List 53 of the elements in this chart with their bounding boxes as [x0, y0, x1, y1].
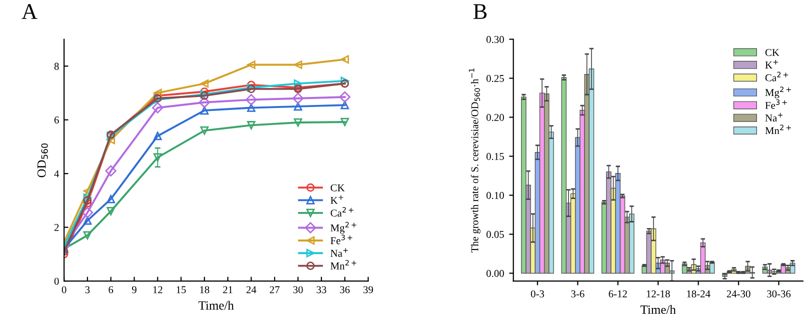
y-tick-label: 0 [54, 278, 59, 285]
y-tick-label: 0.20 [486, 114, 504, 122]
x-tick-label: 18-24 [687, 290, 710, 298]
y-tick-label: 6 [54, 116, 59, 124]
x-axis-title: Time/h [640, 305, 676, 314]
x-tick-label: 3 [85, 286, 90, 294]
chart-title: B [473, 4, 487, 19]
y-tick-label: 0.30 [486, 36, 504, 44]
x-tick-label: 24-30 [726, 290, 750, 298]
x-tick-label: 6 [108, 286, 114, 294]
legend-label: Mn$^{2+}$ [330, 260, 356, 270]
x-tick-label: 30 [293, 286, 303, 294]
legend-label: Ca$^{2+}$ [330, 207, 354, 217]
x-tick-label: 18 [200, 286, 210, 294]
x-tick-label: 0-3 [530, 290, 544, 298]
x-axis-title: Time/h [198, 300, 234, 310]
x-tick-label: 30-36 [767, 290, 791, 298]
y-axis-title: OD$_{560}$ [37, 143, 48, 178]
legend-label: CK [330, 184, 345, 192]
x-tick-label: 0 [62, 286, 66, 294]
x-tick-label: 33 [316, 286, 326, 294]
legend-label: K$^{+}$ [330, 195, 344, 204]
legend-label: K$^{+}$ [765, 60, 778, 68]
legend-label: Mn$^{2+}$ [765, 124, 791, 134]
y-axis-title: The growth rate of S. cerevisiae/OD$_{560}$·h$^{−1}$ [468, 68, 480, 253]
legend-label: CK [765, 49, 780, 56]
y-tick-label: 0.15 [486, 152, 504, 160]
x-tick-label: 24 [246, 286, 256, 294]
chart-title: A [22, 4, 38, 19]
x-tick-label: 6-12 [608, 290, 627, 298]
x-tick-label: 3-6 [571, 290, 584, 298]
y-tick-label: 0.25 [486, 74, 504, 82]
x-tick-label: 27 [270, 286, 280, 294]
y-tick-label: 2 [54, 224, 59, 231]
y-tick-label: 4 [54, 170, 60, 178]
x-tick-label: 21 [223, 286, 232, 294]
x-tick-label: 15 [176, 286, 186, 294]
legend-label: Na$^{+}$ [765, 112, 783, 122]
legend-label: Ca$^{2+}$ [765, 72, 788, 82]
legend-label: Fe$^{3+}$ [765, 99, 787, 109]
y-tick-label: 0.10 [486, 192, 504, 199]
y-tick-label: 8 [54, 62, 59, 70]
legend-label: Fe$^{3+}$ [330, 234, 352, 244]
legend-label: Mg$^{2+}$ [330, 222, 356, 234]
y-tick-label: 0.00 [486, 270, 504, 277]
x-tick-label: 36 [340, 286, 350, 294]
y-tick-label: 0.05 [486, 230, 504, 238]
x-tick-label: 12 [153, 286, 162, 294]
x-tick-label: 12-18 [646, 290, 670, 298]
legend-label: Na$^{+}$ [330, 248, 348, 257]
legend-label: Mg$^{2+}$ [765, 86, 791, 98]
x-tick-label: 39 [363, 286, 373, 294]
x-tick-label: 9 [132, 286, 136, 294]
